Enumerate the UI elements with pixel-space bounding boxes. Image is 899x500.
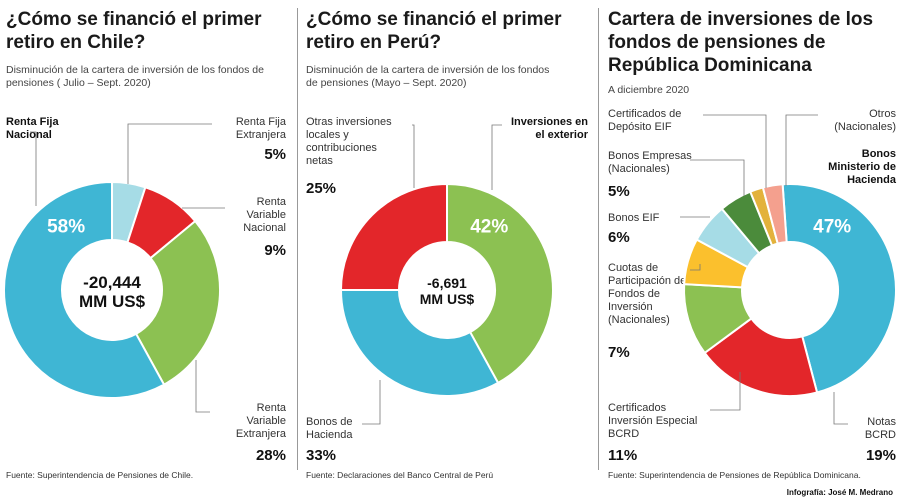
chart-subtitle-chile: Disminución de la cartera de inversión d… bbox=[6, 64, 264, 89]
chart-title-chile: ¿Cómo se financió el primer retiro en Ch… bbox=[6, 9, 262, 53]
label-bonos-hacienda: Bonos de Hacienda bbox=[306, 416, 353, 441]
label-certificados-deposito: Certificados de Depósito EIF bbox=[608, 108, 682, 133]
label-bonos-eif: Bonos EIF bbox=[608, 212, 660, 224]
chart-title-rd: Cartera de inversiones de los fondos de … bbox=[608, 9, 874, 76]
label-otras-inversiones: Otras inversiones locales y contribucion… bbox=[306, 116, 392, 167]
credit-line: Infografía: José M. Medrano bbox=[786, 488, 893, 497]
source-rd: Fuente: Superintendencia de Pensiones de… bbox=[608, 470, 861, 480]
label-renta-variable-extranjera: Renta Variable Extranjera bbox=[235, 402, 286, 440]
inner-pct-label: 47% bbox=[813, 217, 851, 238]
divider-1 bbox=[297, 8, 298, 470]
center-value: -6,691 bbox=[427, 275, 467, 291]
inner-pct-label: 42% bbox=[470, 217, 508, 238]
chart-subtitle-peru: Disminución de la cartera de inversión d… bbox=[306, 64, 550, 89]
slice-notas-bcrd bbox=[703, 317, 819, 397]
pct-cuotas-participacion: 7% bbox=[608, 344, 630, 361]
panel-chile: ¿Cómo se financió el primer retiro en Ch… bbox=[6, 0, 291, 480]
leader-line bbox=[195, 360, 210, 413]
label-renta-fija-extranjera: Renta Fija Extranjera bbox=[235, 116, 286, 141]
center-unit: MM US$ bbox=[79, 292, 146, 311]
leader-line bbox=[690, 264, 701, 271]
pct-renta-variable-nacional: 9% bbox=[264, 242, 286, 259]
slice-bonos-de-hacienda bbox=[339, 289, 500, 397]
source-peru: Fuente: Declaraciones del Banco Central … bbox=[306, 470, 494, 480]
label-inversiones-exterior: Inversiones en el exterior bbox=[510, 116, 588, 141]
pct-bonos-hacienda: 33% bbox=[306, 447, 337, 464]
chart-subtitle-rd: A diciembre 2020 bbox=[608, 84, 690, 96]
leader-line bbox=[362, 380, 381, 425]
pct-bonos-eif: 6% bbox=[608, 229, 630, 246]
slice-inversiones-en-el-exterior bbox=[446, 182, 554, 385]
label-otros-nacionales: Otros (Nacionales) bbox=[834, 108, 896, 133]
leader-line bbox=[127, 123, 212, 184]
pct-certificados-inversion: 11% bbox=[608, 447, 638, 464]
slice-renta-variable-extranjera bbox=[134, 219, 221, 386]
center-unit: MM US$ bbox=[420, 291, 475, 307]
pct-renta-fija-extranjera: 5% bbox=[264, 146, 286, 163]
leader-line bbox=[412, 124, 415, 188]
slice-renta-fija-nacional bbox=[3, 180, 166, 399]
divider-2 bbox=[598, 8, 599, 470]
slice-bonos-ministerio-de-hacienda bbox=[781, 183, 897, 394]
label-bonos-empresas: Bonos Empresas (Nacionales) bbox=[608, 150, 692, 175]
slice-otros-nacionales- bbox=[761, 183, 788, 245]
leader-line bbox=[833, 392, 848, 425]
leader-line bbox=[690, 159, 745, 196]
label-bonos-ministerio: Bonos Ministerio de Hacienda bbox=[828, 148, 896, 186]
label-cuotas-participacion: Cuotas de Participación de Fondos de Inv… bbox=[608, 262, 687, 326]
panel-rd: Cartera de inversiones de los fondos de … bbox=[608, 0, 896, 480]
label-renta-variable-nacional: Renta Variable Nacional bbox=[243, 196, 286, 234]
leader-line bbox=[710, 372, 741, 411]
label-notas-bcrd: Notas BCRD bbox=[864, 416, 896, 441]
pct-bonos-empresas: 5% bbox=[608, 183, 630, 200]
slice-otras-inversiones-locales-y-contribuciones-netas bbox=[339, 182, 448, 291]
leader-line bbox=[785, 114, 818, 186]
leader-line bbox=[30, 131, 37, 206]
label-certificados-inversion: Certificados Inversión Especial BCRD bbox=[608, 402, 698, 440]
pct-notas-bcrd: 19% bbox=[865, 447, 896, 464]
pct-renta-variable-extranjera: 28% bbox=[255, 447, 286, 464]
chart-title-peru: ¿Cómo se financió el primer retiro en Pe… bbox=[306, 9, 562, 53]
leader-line bbox=[703, 114, 767, 188]
panel-peru: ¿Cómo se financió el primer retiro en Pe… bbox=[306, 0, 591, 480]
center-value: -20,444 bbox=[83, 273, 141, 292]
source-chile: Fuente: Superintendencia de Pensiones de… bbox=[6, 470, 194, 480]
pct-otras-inversiones: 25% bbox=[306, 180, 337, 197]
label-renta-fija-nacional: Renta Fija Nacional bbox=[6, 116, 59, 141]
inner-pct-label: 58% bbox=[47, 217, 85, 238]
leader-line bbox=[491, 124, 502, 190]
